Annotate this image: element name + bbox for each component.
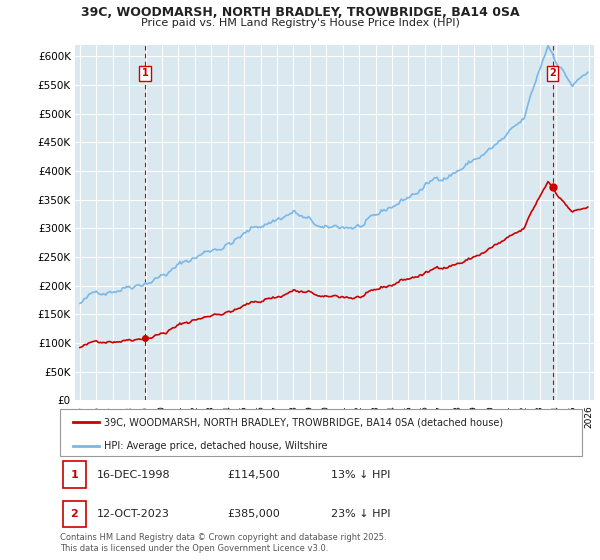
Text: Contains HM Land Registry data © Crown copyright and database right 2025.
This d: Contains HM Land Registry data © Crown c…: [60, 533, 386, 553]
Bar: [62, 461, 86, 488]
Text: 1: 1: [70, 470, 78, 479]
Text: 39C, WOODMARSH, NORTH BRADLEY, TROWBRIDGE, BA14 0SA: 39C, WOODMARSH, NORTH BRADLEY, TROWBRIDG…: [80, 6, 520, 18]
Text: 23% ↓ HPI: 23% ↓ HPI: [331, 509, 391, 519]
Bar: [62, 501, 86, 527]
Text: 13% ↓ HPI: 13% ↓ HPI: [331, 470, 391, 479]
Text: 2: 2: [70, 509, 78, 519]
Text: 12-OCT-2023: 12-OCT-2023: [97, 509, 169, 519]
Text: HPI: Average price, detached house, Wiltshire: HPI: Average price, detached house, Wilt…: [104, 441, 328, 451]
Text: 1: 1: [142, 68, 148, 78]
Text: 2: 2: [549, 68, 556, 78]
Text: 39C, WOODMARSH, NORTH BRADLEY, TROWBRIDGE, BA14 0SA (detached house): 39C, WOODMARSH, NORTH BRADLEY, TROWBRIDG…: [104, 417, 503, 427]
Text: £114,500: £114,500: [227, 470, 280, 479]
Text: 16-DEC-1998: 16-DEC-1998: [97, 470, 170, 479]
Text: £385,000: £385,000: [227, 509, 280, 519]
Text: Price paid vs. HM Land Registry's House Price Index (HPI): Price paid vs. HM Land Registry's House …: [140, 18, 460, 28]
